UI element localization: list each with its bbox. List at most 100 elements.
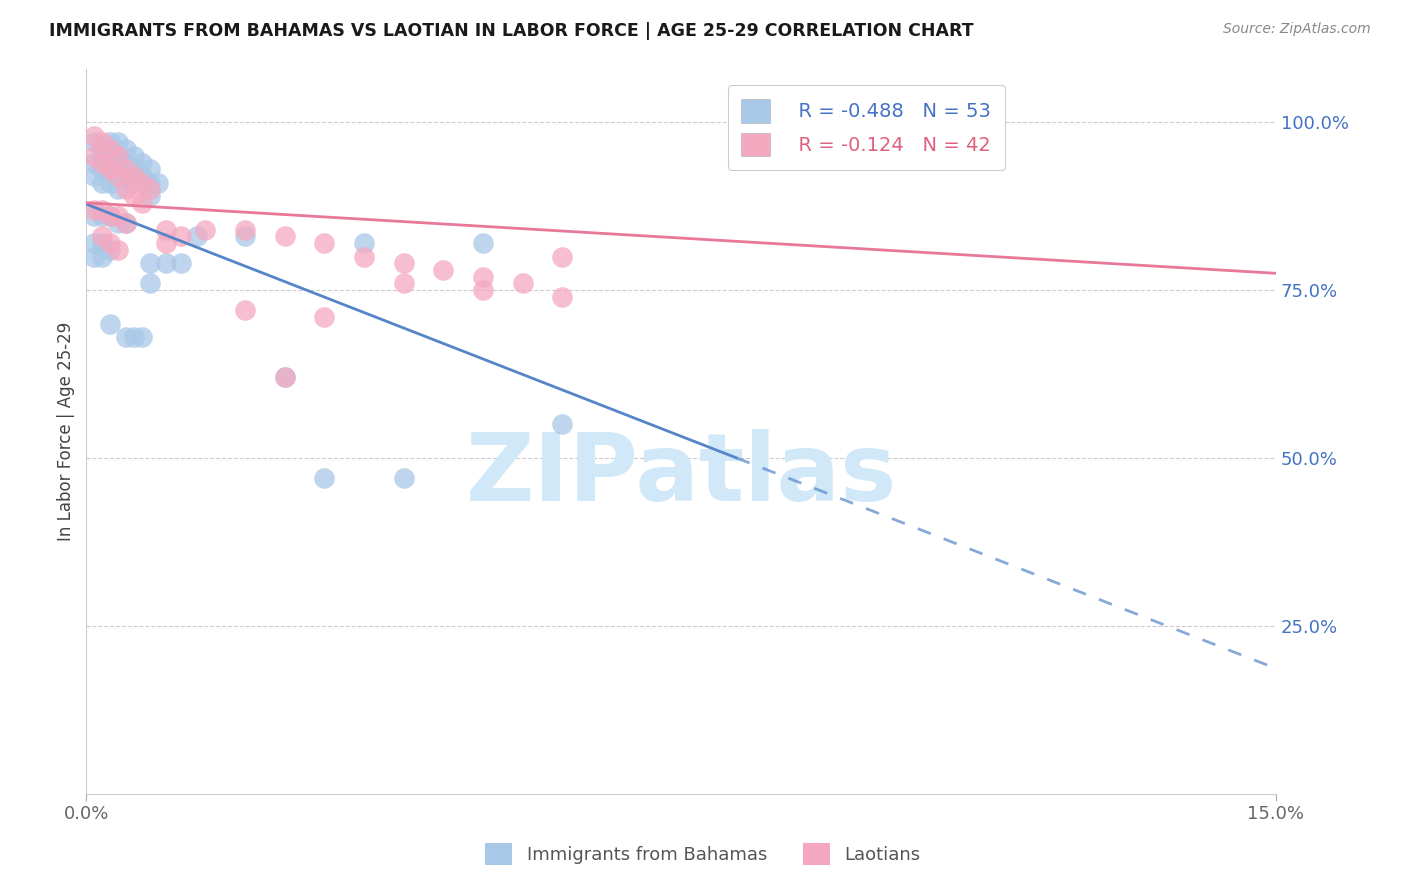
Point [107, 162, 129, 177]
Point [98, 162, 121, 177]
Legend: Immigrants from Bahamas, Laotians: Immigrants from Bahamas, Laotians [477, 834, 929, 874]
Point [107, 149, 129, 163]
Point [139, 182, 162, 196]
Point [392, 277, 415, 291]
Point [139, 162, 162, 177]
Point [131, 330, 153, 344]
Point [471, 269, 494, 284]
Point [115, 330, 138, 344]
Point [551, 290, 574, 304]
Point [91, 236, 114, 251]
Point [91, 142, 114, 156]
Point [83, 236, 105, 251]
Point [432, 263, 454, 277]
Point [122, 330, 145, 344]
Point [115, 216, 138, 230]
Point [83, 202, 105, 217]
Point [98, 209, 121, 223]
Point [551, 417, 574, 432]
Point [98, 136, 121, 150]
Text: IMMIGRANTS FROM BAHAMAS VS LAOTIAN IN LABOR FORCE | AGE 25-29 CORRELATION CHART: IMMIGRANTS FROM BAHAMAS VS LAOTIAN IN LA… [49, 22, 974, 40]
Point [512, 277, 534, 291]
Point [170, 229, 193, 244]
Point [98, 317, 121, 331]
Point [115, 155, 138, 169]
Point [115, 142, 138, 156]
Point [233, 229, 256, 244]
Point [122, 162, 145, 177]
Point [314, 236, 336, 251]
Point [91, 162, 114, 177]
Point [155, 256, 177, 270]
Point [551, 250, 574, 264]
Point [107, 136, 129, 150]
Point [98, 209, 121, 223]
Point [122, 169, 145, 183]
Point [471, 283, 494, 297]
Point [139, 176, 162, 190]
Y-axis label: In Labor Force | Age 25-29: In Labor Force | Age 25-29 [58, 321, 75, 541]
Point [471, 236, 494, 251]
Point [115, 169, 138, 183]
Point [91, 209, 114, 223]
Point [98, 176, 121, 190]
Point [155, 236, 177, 251]
Point [139, 256, 162, 270]
Point [233, 222, 256, 236]
Point [314, 310, 336, 324]
Legend:   R = -0.488   N = 53,   R = -0.124   N = 42: R = -0.488 N = 53, R = -0.124 N = 42 [728, 86, 1004, 169]
Point [273, 370, 295, 384]
Point [392, 256, 415, 270]
Point [194, 222, 217, 236]
Point [107, 182, 129, 196]
Point [273, 229, 295, 244]
Point [273, 370, 295, 384]
Point [115, 216, 138, 230]
Point [98, 236, 121, 251]
Point [131, 176, 153, 190]
Point [233, 303, 256, 318]
Point [107, 149, 129, 163]
Point [107, 169, 129, 183]
Point [83, 209, 105, 223]
Point [115, 182, 138, 196]
Point [91, 229, 114, 244]
Point [131, 169, 153, 183]
Point [91, 176, 114, 190]
Point [139, 277, 162, 291]
Point [83, 149, 105, 163]
Point [107, 216, 129, 230]
Point [98, 243, 121, 257]
Point [91, 250, 114, 264]
Point [91, 136, 114, 150]
Point [98, 162, 121, 177]
Point [353, 250, 375, 264]
Point [107, 209, 129, 223]
Point [83, 169, 105, 183]
Point [131, 155, 153, 169]
Point [353, 236, 375, 251]
Point [155, 222, 177, 236]
Point [91, 155, 114, 169]
Point [83, 155, 105, 169]
Text: ZIPatlas: ZIPatlas [465, 429, 897, 521]
Point [107, 243, 129, 257]
Point [98, 142, 121, 156]
Point [91, 202, 114, 217]
Point [91, 149, 114, 163]
Point [98, 149, 121, 163]
Point [115, 162, 138, 177]
Point [170, 256, 193, 270]
Point [392, 471, 415, 485]
Point [83, 136, 105, 150]
Point [131, 195, 153, 210]
Point [83, 250, 105, 264]
Point [146, 176, 169, 190]
Point [122, 149, 145, 163]
Point [122, 176, 145, 190]
Text: Source: ZipAtlas.com: Source: ZipAtlas.com [1223, 22, 1371, 37]
Point [122, 189, 145, 203]
Point [314, 471, 336, 485]
Point [83, 128, 105, 143]
Point [139, 189, 162, 203]
